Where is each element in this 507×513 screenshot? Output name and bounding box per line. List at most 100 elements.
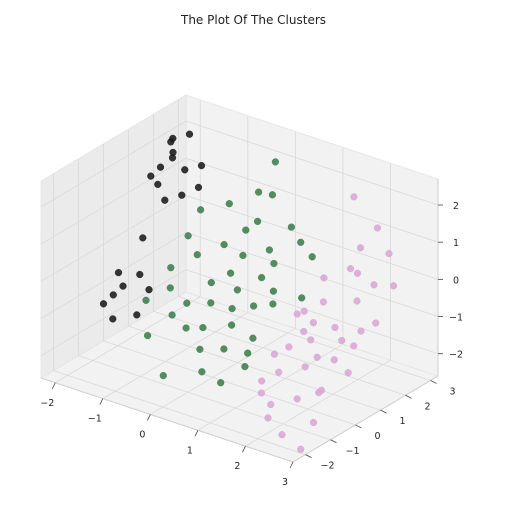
data-point (228, 305, 236, 313)
data-point (353, 297, 361, 305)
data-point (220, 241, 228, 249)
data-point (308, 253, 316, 261)
data-point (217, 379, 225, 387)
grid-line (150, 328, 296, 415)
data-point (330, 356, 338, 364)
data-point (293, 310, 301, 318)
grid-line (128, 325, 381, 411)
data-point (268, 191, 277, 199)
data-point (300, 307, 308, 315)
y-tick-label: −2 (320, 461, 334, 472)
grid-line (40, 157, 187, 245)
data-point (357, 327, 365, 335)
grid-line (185, 120, 439, 206)
grid-line (103, 340, 356, 426)
data-point (168, 311, 176, 319)
data-point (319, 298, 328, 306)
grid-line (185, 194, 439, 280)
grid-line (78, 355, 331, 441)
data-point (271, 158, 280, 166)
data-point (278, 431, 286, 439)
chart-title: The Plot Of The Clusters (180, 13, 327, 27)
y-tick-label: −1 (345, 446, 359, 457)
data-point (250, 302, 258, 310)
data-point (265, 246, 274, 254)
grid-line (40, 120, 187, 208)
x-tick-mark (51, 382, 56, 389)
x-axis-line (40, 377, 294, 463)
grid-line (40, 195, 187, 282)
data-point (353, 269, 362, 277)
data-point (167, 264, 175, 272)
y-tick-label: 0 (374, 431, 380, 442)
data-point (315, 389, 323, 397)
data-point (275, 368, 283, 376)
y-axis-line (292, 375, 439, 463)
data-point (196, 345, 204, 353)
side-pane (40, 94, 187, 379)
data-point (331, 323, 339, 332)
data-point (159, 372, 167, 380)
data-point (145, 286, 153, 294)
data-point (244, 349, 252, 357)
data-point (197, 206, 205, 214)
data-point (373, 224, 382, 232)
x-tick-label: −1 (88, 414, 102, 425)
data-point (258, 274, 266, 282)
grid-line (185, 157, 439, 243)
x-tick-label: 3 (282, 477, 288, 488)
data-point (356, 244, 365, 252)
y-tick-mark (355, 424, 362, 429)
y-tick-mark (305, 454, 312, 458)
data-point (220, 345, 228, 353)
grid-line (55, 296, 201, 384)
data-point (228, 321, 236, 329)
data-point (350, 342, 358, 350)
y-tick-mark (405, 394, 412, 399)
data-point (255, 188, 263, 196)
data-point (184, 232, 192, 240)
data-point (269, 287, 278, 295)
grid-line (185, 232, 439, 317)
data-point (346, 265, 355, 273)
data-point (156, 163, 165, 171)
data-point (258, 377, 266, 385)
data-point (227, 269, 235, 277)
data-point (300, 327, 308, 336)
data-point (293, 395, 301, 403)
data-point (199, 324, 207, 332)
data-point (241, 363, 249, 371)
data-point (267, 400, 275, 409)
data-point (309, 418, 318, 427)
data-point (344, 369, 352, 377)
data-point (182, 324, 190, 332)
data-point (297, 445, 305, 453)
data-point (338, 336, 346, 345)
x-tick-label: 0 (139, 429, 145, 440)
data-point (185, 130, 194, 138)
z-tick-label: 1 (453, 238, 459, 249)
data-point (114, 269, 123, 277)
y-tick-label: 3 (449, 386, 455, 397)
data-point (249, 334, 257, 342)
x-tick-mark (147, 414, 151, 421)
data-point (161, 196, 169, 204)
grid-line (153, 310, 406, 396)
data-point (301, 363, 309, 371)
data-point (385, 250, 393, 258)
x-tick-label: 2 (234, 461, 240, 472)
grid-line (40, 232, 187, 319)
data-point (350, 193, 358, 201)
grid-line (245, 359, 391, 447)
x-tick-mark (194, 430, 199, 437)
y-tick-label: 2 (424, 401, 430, 412)
z-tick-label: 2 (453, 201, 459, 212)
data-point (154, 180, 162, 189)
data-point (181, 166, 189, 174)
data-point (147, 172, 155, 180)
data-point (309, 319, 318, 327)
data-point (133, 311, 141, 319)
x-tick-mark (242, 445, 246, 453)
